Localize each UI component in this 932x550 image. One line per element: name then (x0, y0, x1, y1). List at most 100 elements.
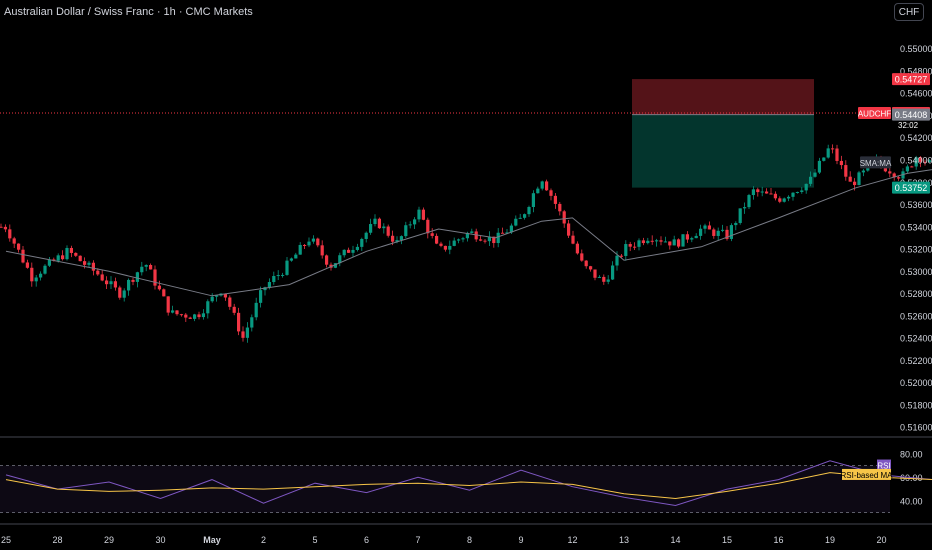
price-tick-label: 0.53600 (900, 200, 932, 210)
candle-body (78, 255, 82, 262)
candle-body (738, 208, 742, 223)
candle-body (206, 301, 210, 314)
candle-body (228, 297, 232, 307)
candle-body (483, 240, 487, 242)
candle-body (659, 240, 663, 242)
short-position-tool[interactable] (632, 79, 814, 188)
candle-body (413, 219, 417, 225)
candle-body (751, 189, 755, 196)
candle-body (782, 198, 786, 202)
candle-body (175, 310, 179, 315)
candle-body (131, 279, 135, 282)
candle-body (593, 269, 597, 278)
candle-body (386, 226, 390, 236)
candle-body (505, 232, 509, 234)
countdown-label: 32:02 (898, 121, 919, 130)
symbol-tag-box (858, 107, 891, 120)
candle-body (118, 287, 122, 298)
price-tick-label: 0.51600 (900, 423, 932, 433)
candle-body (12, 238, 16, 244)
candle-body (179, 314, 183, 316)
candle-body (254, 302, 258, 318)
candle-body (30, 267, 34, 282)
time-tick-label: 7 (415, 535, 420, 545)
candle-body (100, 274, 104, 281)
take-profit-zone (632, 114, 814, 188)
candle-body (122, 290, 126, 298)
candle-body (338, 255, 342, 264)
candle-body (149, 264, 153, 270)
candle-body (210, 296, 214, 302)
candle-body (144, 264, 148, 267)
price-axis[interactable]: 0.550000.548000.546000.544000.542000.540… (900, 44, 932, 432)
candle-body (707, 225, 711, 230)
candle-body (289, 258, 293, 261)
candle-body (355, 246, 359, 250)
candle-body (316, 238, 320, 246)
candle-body (492, 236, 496, 244)
time-tick-label: 15 (722, 535, 732, 545)
candle-body (439, 243, 443, 246)
candle-body (325, 255, 329, 265)
candle-body (663, 241, 667, 243)
candle-body (201, 313, 205, 318)
candle-body (223, 293, 227, 298)
sma-tag-text: SMA:MA (860, 159, 892, 168)
candle-body (769, 193, 773, 195)
candle-body (518, 217, 522, 219)
candle-body (281, 274, 285, 276)
time-tick-label: May (203, 535, 221, 545)
candle-body (369, 224, 373, 233)
candle-body (734, 222, 738, 226)
candle-body (83, 261, 87, 265)
time-tick-label: 28 (52, 535, 62, 545)
candle-body (276, 275, 280, 277)
candle-body (575, 243, 579, 254)
candle-body (448, 245, 452, 250)
sma-line (5, 169, 932, 297)
currency-button[interactable]: CHF (894, 3, 924, 21)
candle-body (417, 209, 421, 220)
candle-body (153, 269, 157, 286)
candle-body (157, 285, 161, 290)
candle-body (910, 166, 914, 168)
candle-body (549, 190, 553, 196)
candle-body (162, 289, 166, 297)
sma-tag-box (860, 156, 891, 169)
candlestick-series (0, 144, 931, 343)
candle-body (496, 232, 500, 244)
candle-body (721, 229, 725, 231)
time-axis[interactable]: 25 28 29 30 May 2 5 6 7 8 9 12 13 14 15 16 19 20 (1, 535, 887, 545)
candle-body (8, 229, 12, 239)
price-tick-label: 0.54800 (900, 66, 932, 76)
candle-body (404, 225, 408, 237)
candle-body (487, 236, 491, 242)
candle-body (919, 157, 923, 162)
candle-body (215, 295, 219, 297)
candle-body (589, 266, 593, 270)
candle-body (804, 183, 808, 191)
candle-body (408, 224, 412, 226)
rsi-ma-tag-box (842, 468, 891, 480)
candle-body (109, 281, 113, 285)
candle-body (245, 327, 249, 338)
candle-body (501, 232, 505, 234)
candle-body (435, 235, 439, 244)
rsi-tag-text: RSI (877, 462, 890, 471)
candle-body (773, 193, 777, 199)
candle-body (39, 273, 43, 278)
time-tick-label: 14 (670, 535, 680, 545)
symbol-tag-text: AUDCHF (858, 110, 891, 119)
candle-body (479, 239, 483, 241)
candle-body (562, 211, 566, 224)
candle-body (756, 189, 760, 193)
candle-body (391, 235, 395, 242)
candle-body (426, 219, 430, 234)
price-tick-label: 0.55000 (900, 44, 932, 54)
candle-body (809, 176, 813, 184)
candle-body (628, 244, 632, 247)
candle-body (373, 218, 377, 225)
candle-body (672, 239, 676, 246)
candle-body (905, 166, 909, 172)
